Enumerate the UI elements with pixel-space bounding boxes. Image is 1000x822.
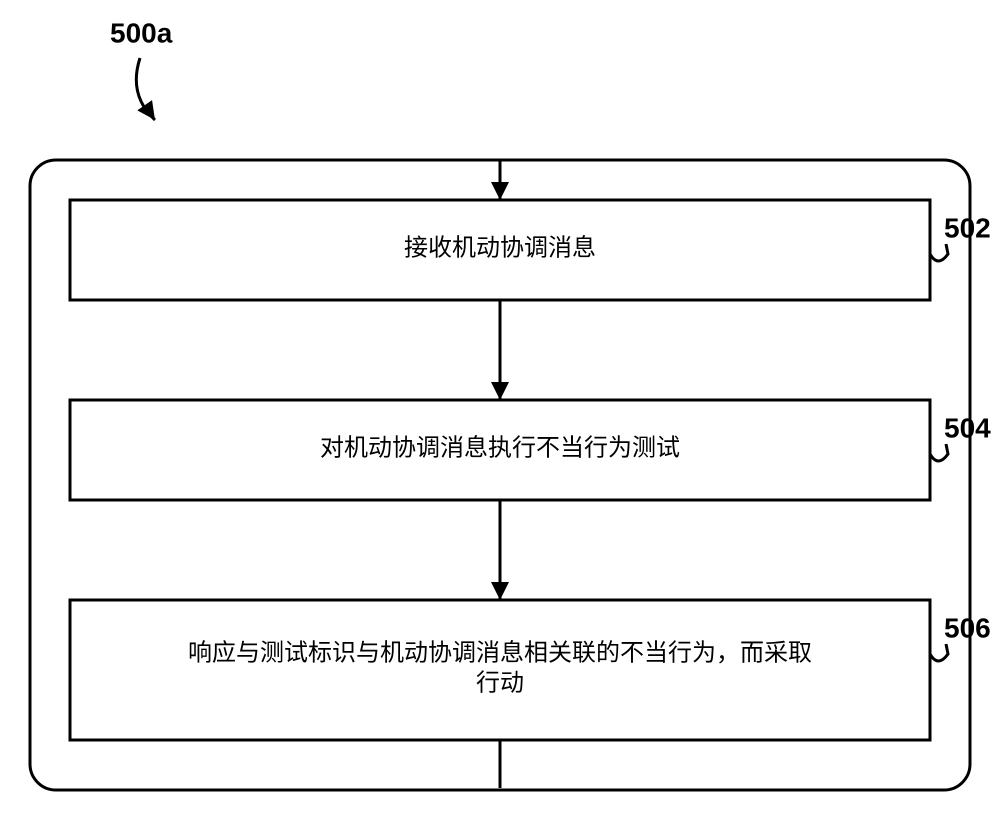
ref-connector-506 [930,644,948,661]
ref-label-504: 504 [944,412,991,443]
ref-connector-504 [930,444,948,461]
ref-label-506: 506 [944,612,991,643]
flow-node-506-text-line-0: 响应与测试标识与机动协调消息相关联的不当行为，而采取 [188,640,812,667]
flow-node-504-text-line-0: 对机动协调消息执行不当行为测试 [320,435,680,462]
ref-label-502: 502 [944,212,991,243]
flowchart-svg: 接收机动协调消息 502 对机动协调消息执行不当行为测试 504 响应与测试标识与机动协… [0,0,1000,822]
flow-node-506-text-line-1: 行动 [476,670,524,697]
ref-connector-502 [930,244,948,261]
figure-label: 500a [110,17,173,48]
flow-node-502-text-line-0: 接收机动协调消息 [404,235,596,262]
